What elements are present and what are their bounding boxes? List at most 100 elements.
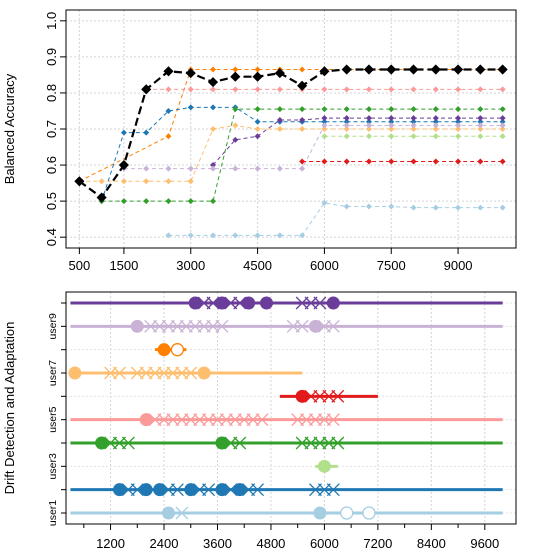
overall-point — [363, 64, 375, 75]
series-point — [254, 232, 261, 239]
series-point — [343, 86, 350, 93]
series-point — [276, 232, 283, 239]
series-point — [187, 104, 194, 111]
series-point — [455, 158, 462, 165]
overall-point — [341, 64, 352, 75]
adaptation-mark — [255, 413, 269, 427]
series-point — [410, 115, 417, 122]
adaptation-mark — [184, 366, 198, 380]
series-point — [410, 158, 417, 165]
series-point — [299, 158, 306, 165]
overall-point — [475, 64, 486, 75]
adaptation-mark — [202, 483, 216, 497]
series-point — [120, 129, 127, 136]
detection-point — [295, 389, 309, 403]
adaptation-mark — [326, 413, 340, 427]
x-tick-label: 2400 — [150, 536, 179, 551]
detection-point — [184, 483, 198, 497]
series-point — [477, 204, 484, 211]
y-tick-label: user7 — [47, 360, 59, 386]
overall-point — [74, 176, 85, 187]
detection-point — [112, 483, 126, 497]
series-point — [120, 198, 127, 205]
series-point — [232, 86, 239, 93]
detection-point — [233, 483, 247, 497]
series-point — [410, 133, 417, 140]
x-tick-label: 3600 — [203, 536, 232, 551]
series-point — [299, 106, 306, 113]
series-point — [410, 126, 417, 132]
x-minor-tick-label: 1800 — [123, 536, 152, 551]
overall-point — [408, 64, 419, 75]
series-point — [388, 86, 395, 93]
detection-point — [242, 296, 256, 310]
series-line — [79, 69, 503, 182]
plot-frame — [65, 291, 517, 525]
series-point — [499, 115, 506, 122]
series-point — [120, 178, 127, 185]
overall-point — [230, 71, 241, 82]
series-point — [343, 122, 350, 129]
series-point — [276, 86, 283, 93]
series-point — [165, 133, 172, 140]
series-point — [410, 106, 417, 113]
series-point — [410, 204, 417, 211]
series-point — [343, 158, 350, 165]
series-point — [187, 232, 194, 239]
x-tick-label: 7200 — [363, 536, 392, 551]
series-point — [343, 115, 350, 122]
series-point — [388, 133, 395, 140]
series-point — [388, 126, 395, 132]
overall-point — [185, 68, 196, 79]
series-point — [165, 107, 172, 114]
series-point — [299, 165, 306, 172]
series-point — [432, 133, 439, 140]
overall-point — [297, 80, 308, 91]
series-point — [477, 126, 484, 132]
detection-point — [309, 319, 323, 333]
series-point — [455, 126, 462, 132]
series-point — [254, 86, 261, 93]
detection-point — [161, 506, 175, 520]
series-point — [210, 66, 217, 73]
series-point — [365, 203, 372, 210]
series-point — [143, 165, 150, 172]
series-point — [187, 86, 194, 93]
series-point — [499, 122, 506, 129]
accuracy-panel: 500 1500 3000 4500 6000 7500 9000 0.4 0.5 0.6 0.7 0… — [2, 9, 517, 273]
series-point — [143, 198, 150, 205]
detection-point — [215, 296, 229, 310]
series-point — [321, 118, 328, 125]
series-point — [210, 126, 217, 132]
series-point — [165, 198, 172, 205]
series-point — [455, 106, 462, 113]
adaptation-mark — [313, 296, 327, 310]
drift-panel: 1200 2400 3600 4800 6000 7200 8400 9600 600 1800 3… — [2, 291, 517, 551]
adaptation-mark — [251, 483, 265, 497]
series-point — [499, 86, 506, 93]
series-point — [477, 122, 484, 129]
overall-point — [163, 66, 174, 77]
adaptation-mark — [113, 366, 126, 380]
series-point — [232, 136, 239, 143]
series-point — [210, 165, 217, 172]
series-point — [343, 106, 350, 113]
x-tick-label: 3000 — [176, 258, 205, 273]
series-point — [232, 232, 239, 239]
y-axis-label: Drift Detection and Adaptation — [2, 322, 17, 495]
detection-point — [139, 483, 153, 497]
series-point — [321, 158, 328, 165]
adaptation-mark — [215, 319, 229, 333]
series-point — [232, 165, 239, 172]
overall-point — [453, 64, 464, 75]
series-point — [365, 158, 372, 165]
detection-hollow — [170, 343, 185, 357]
series-point — [254, 106, 261, 113]
series-point — [210, 86, 217, 93]
series-point — [499, 126, 506, 132]
x-minor-tick-label: 6600 — [337, 536, 366, 551]
detection-point — [130, 319, 144, 333]
series-point — [98, 178, 105, 185]
series-point — [365, 86, 372, 93]
series-point — [276, 116, 283, 123]
